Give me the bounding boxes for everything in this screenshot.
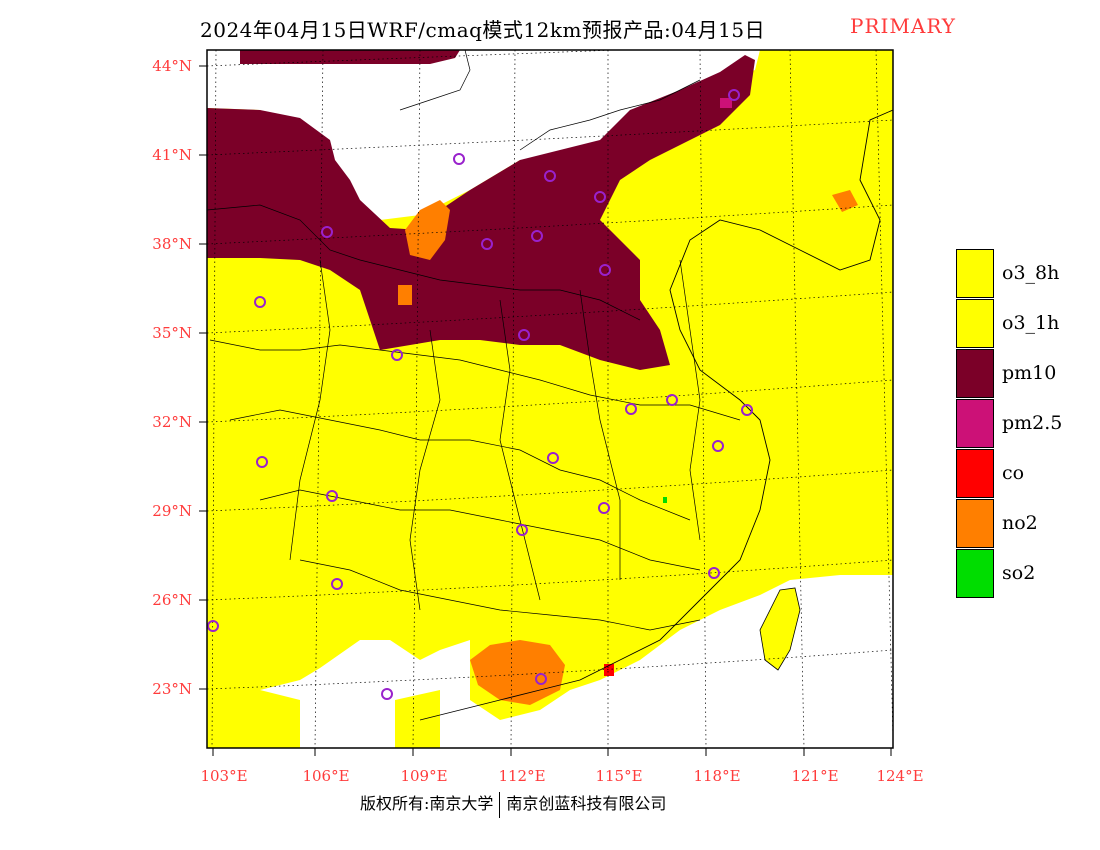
no2-patch-south [470,640,565,705]
no2-patch-east [832,190,858,212]
legend-label: pm10 [1002,362,1057,384]
map-title: 2024年04月15日WRF/cmaq模式12km预报产品:04月15日 PRI… [0,12,1100,42]
taiwan-island [759,587,801,671]
legend-item-o3-8h: o3_8h [956,249,1096,299]
pollutant-legend: o3_8h o3_1h pm10 pm2.5 co no2 so2 [956,249,1096,599]
lon-label-124: 124°E [876,767,923,785]
lat-label-38: 38°N [152,235,192,253]
legend-swatch [956,549,994,598]
legend-label: o3_8h [1002,262,1060,284]
lat-label-41: 41°N [152,146,192,164]
title-primary-tag: PRIMARY [850,14,956,38]
legend-swatch [956,249,994,298]
copyright-company: 南京创蓝科技有限公司 [506,794,667,813]
lat-label-32: 32°N [152,413,192,431]
legend-swatch [956,399,994,448]
lat-label-44: 44°N [152,57,192,75]
lon-label-106: 106°E [302,767,349,785]
pm10-top-strip [240,50,460,64]
lat-label-29: 29°N [152,502,192,520]
legend-item-so2: so2 [956,549,1096,599]
lat-label-26: 26°N [152,591,192,609]
lon-label-112: 112°E [498,767,545,785]
pm25-patch [720,98,732,108]
legend-item-no2: no2 [956,499,1096,549]
pm10-region [207,55,755,370]
legend-swatch [956,499,994,548]
so2-patch [663,497,667,503]
station-markers [207,89,753,700]
no2-patch-small [398,285,412,305]
co-patch [604,664,614,676]
lon-label-118: 118°E [693,767,740,785]
legend-swatch [956,349,994,398]
map-area [207,50,893,748]
lon-ticks [212,748,892,756]
province-boundaries [207,50,741,631]
legend-item-co: co [956,449,1096,499]
o3-sw-corner [207,690,300,748]
copyright-owner: 版权所有:南京大学 [360,794,494,813]
no2-patch-north [405,200,450,260]
legend-item-o3-1h: o3_1h [956,299,1096,349]
legend-label: so2 [1002,562,1036,584]
legend-item-pm10: pm10 [956,349,1096,399]
legend-label: co [1002,462,1025,484]
lon-label-109: 109°E [400,767,447,785]
legend-swatch [956,449,994,498]
copyright-footer: 版权所有:南京大学 南京创蓝科技有限公司 [360,790,666,818]
map-border [206,49,894,749]
coastline [419,109,893,721]
lon-label-115: 115°E [595,767,642,785]
legend-swatch [956,299,994,348]
lon-label-103: 103°E [200,767,247,785]
o3-south-patch [395,690,440,748]
legend-label: pm2.5 [1002,412,1063,434]
lat-label-35: 35°N [152,324,192,342]
lat-label-23: 23°N [152,680,192,698]
lon-label-121: 121°E [791,767,838,785]
legend-item-pm25: pm2.5 [956,399,1096,449]
footer-separator [499,791,501,818]
clean-region-south [207,575,893,748]
lat-ticks [199,65,207,690]
title-text: 2024年04月15日WRF/cmaq模式12km预报产品:04月15日 [200,18,766,42]
legend-label: no2 [1002,512,1038,534]
legend-label: o3_1h [1002,312,1060,334]
